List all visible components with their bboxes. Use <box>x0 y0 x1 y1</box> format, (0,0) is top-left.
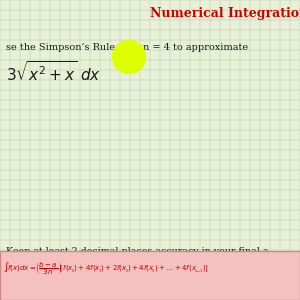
Text: $3\sqrt{x^2 + x}\ dx$: $3\sqrt{x^2 + x}\ dx$ <box>6 60 101 84</box>
Text: Numerical Integration – Simpson's Rule: Numerical Integration – Simpson's Rule <box>150 8 300 20</box>
FancyBboxPatch shape <box>0 250 300 300</box>
Text: $\int\!f(x)dx = \!\left(\dfrac{b-a}{3n}\right)\!\left[f(x_{\!_0})+4f(x_{\!_1})+2: $\int\!f(x)dx = \!\left(\dfrac{b-a}{3n}\… <box>3 261 209 277</box>
Circle shape <box>112 40 146 74</box>
Text: Keep at least 2 decimal places accuracy in your final a: Keep at least 2 decimal places accuracy … <box>6 248 268 256</box>
Text: se the Simpson’s Rule with n = 4 to approximate: se the Simpson’s Rule with n = 4 to appr… <box>6 44 248 52</box>
